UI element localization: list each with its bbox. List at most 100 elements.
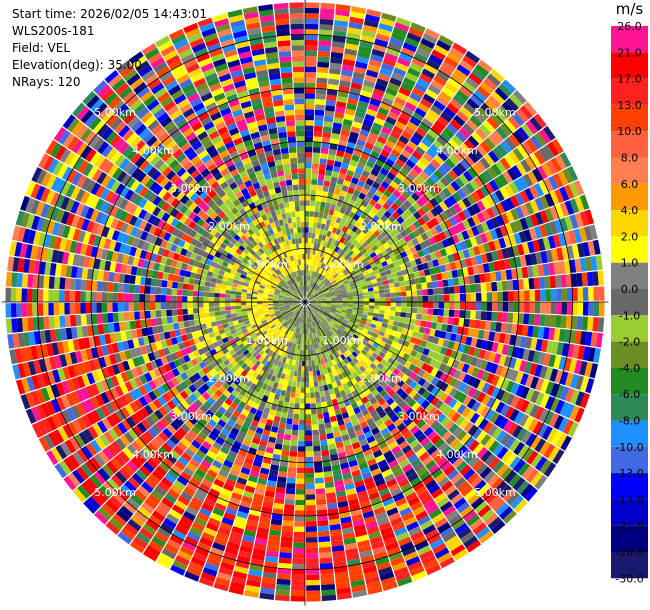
velocity-gate: [393, 144, 404, 154]
velocity-gate: [384, 288, 391, 294]
velocity-gate: [308, 355, 312, 361]
velocity-gate: [306, 579, 320, 586]
velocity-gate: [433, 154, 445, 166]
velocity-gate: [345, 247, 352, 255]
velocity-gate: [279, 552, 292, 559]
velocity-gate: [453, 114, 466, 127]
velocity-gate: [317, 289, 323, 294]
velocity-gate: [341, 202, 349, 209]
velocity-gate: [316, 184, 323, 191]
velocity-gate: [437, 257, 445, 266]
velocity-gate: [421, 314, 428, 321]
velocity-gate: [464, 310, 471, 319]
velocity-gate: [224, 298, 231, 302]
velocity-gate: [433, 169, 444, 180]
velocity-gate: [367, 258, 375, 265]
velocity-gate: [545, 302, 552, 314]
velocity-gate: [402, 163, 413, 173]
velocity-gate: [505, 323, 513, 334]
velocity-gate: [350, 194, 358, 202]
velocity-gate: [515, 206, 525, 219]
velocity-gate: [383, 284, 390, 290]
velocity-gate: [347, 164, 357, 172]
velocity-gate: [521, 123, 534, 138]
velocity-gate: [305, 45, 318, 51]
velocity-gate: [412, 131, 424, 142]
velocity-gate: [290, 595, 305, 602]
velocity-gate: [555, 154, 567, 170]
velocity-gate: [192, 302, 199, 308]
velocity-gate: [305, 387, 310, 393]
velocity-gate: [495, 160, 507, 173]
velocity-gate: [331, 127, 341, 135]
velocity-gate: [208, 297, 215, 302]
velocity-gate: [416, 235, 424, 244]
velocity-gate: [310, 299, 316, 302]
velocity-gate: [438, 190, 448, 201]
velocity-gate: [107, 292, 113, 302]
velocity-gate: [318, 546, 332, 554]
velocity-gate: [48, 289, 54, 302]
velocity-gate: [347, 187, 355, 195]
velocity-gate: [362, 24, 378, 33]
velocity-gate: [485, 219, 495, 231]
velocity-gate: [346, 216, 353, 224]
velocity-gate: [230, 305, 236, 310]
velocity-gate: [491, 281, 498, 292]
velocity-gate: [511, 268, 518, 280]
velocity-gate: [495, 126, 509, 140]
velocity-gate: [481, 302, 487, 311]
velocity-gate: [429, 252, 438, 261]
velocity-gate: [448, 205, 458, 216]
velocity-gate: [112, 292, 118, 302]
velocity-gate: [509, 257, 517, 269]
velocity-gate: [446, 123, 459, 135]
velocity-gate: [399, 167, 409, 177]
velocity-gate: [398, 275, 405, 282]
velocity-gate: [422, 93, 436, 105]
velocity-gate: [285, 488, 296, 495]
velocity-gate: [390, 297, 396, 302]
velocity-gate: [323, 465, 332, 473]
velocity-gate: [315, 298, 321, 301]
velocity-gate: [317, 250, 322, 257]
velocity-gate: [284, 504, 295, 511]
velocity-gate: [387, 42, 402, 52]
velocity-gate: [198, 307, 204, 314]
velocity-gate: [325, 296, 332, 299]
velocity-gate: [329, 143, 338, 151]
velocity-gate: [310, 354, 315, 361]
velocity-gate: [523, 278, 530, 290]
velocity-gate: [453, 317, 460, 326]
velocity-gate: [366, 137, 377, 146]
velocity-gate: [488, 179, 500, 192]
velocity-gate: [406, 290, 412, 297]
velocity-gate: [311, 270, 315, 277]
velocity-gate: [367, 103, 379, 112]
velocity-gate: [362, 227, 370, 235]
velocity-gate: [214, 306, 220, 312]
velocity-gate: [433, 295, 439, 302]
velocity-gate: [308, 227, 313, 233]
velocity-gate: [496, 281, 503, 292]
velocity-gate: [339, 218, 346, 226]
velocity-gate: [344, 254, 351, 261]
velocity-gate: [399, 237, 407, 246]
velocity-gate: [385, 297, 391, 302]
velocity-gate: [366, 267, 374, 274]
velocity-gate: [437, 115, 450, 127]
velocity-gate: [149, 302, 156, 311]
velocity-gate: [292, 419, 299, 425]
velocity-gate: [387, 278, 394, 284]
velocity-gate: [323, 207, 330, 215]
velocity-gate: [311, 360, 316, 366]
velocity-gate: [371, 48, 385, 58]
velocity-gate: [58, 290, 65, 302]
velocity-gate: [471, 163, 482, 176]
velocity-gate: [325, 99, 336, 107]
velocity-gate: [486, 73, 501, 87]
velocity-gate: [376, 277, 383, 283]
velocity-gate: [312, 249, 316, 255]
velocity-gate: [240, 298, 247, 302]
velocity-gate: [454, 260, 462, 270]
